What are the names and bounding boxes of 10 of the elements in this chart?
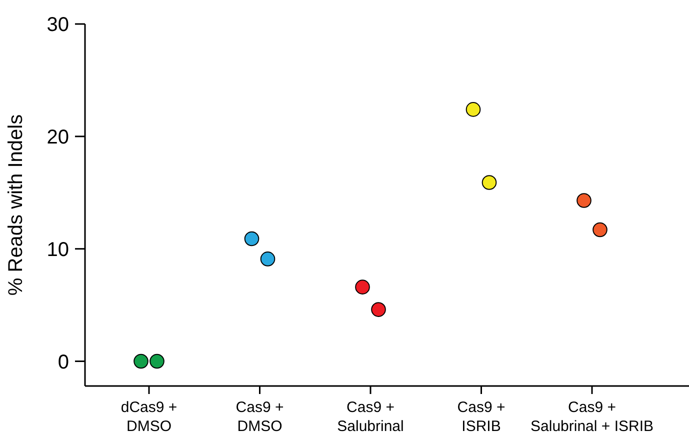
x-tick-label: Cas9 + Salubrinal + ISRIB (530, 399, 654, 435)
y-tick-label: 20 (46, 126, 69, 148)
x-tick-label: Cas9 + ISRIB (457, 399, 506, 435)
y-tick-label: 0 (58, 351, 69, 374)
x-tick-label: Cas9 + Salubrinal (337, 399, 404, 435)
y-tick-label: 10 (46, 238, 69, 261)
x-tick-label: Cas9 + DMSO (236, 399, 284, 435)
y-tick-label: 30 (46, 14, 69, 36)
y-axis-title: % Reads with Indels (5, 114, 27, 296)
x-tick-label: dCas9 + DMSO (120, 399, 178, 435)
